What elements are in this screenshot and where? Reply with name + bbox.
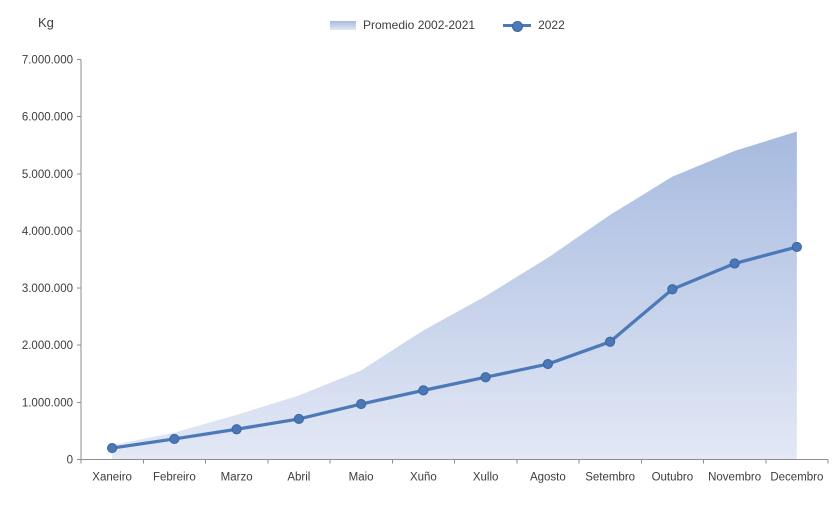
data-point-agosto [542,358,553,370]
marker-dot-icon [512,20,524,32]
y-tick-label: 7.000.000 [22,55,73,67]
data-point-xullo [480,372,491,383]
data-point-febreiro [169,433,180,445]
y-tick-label: 4.000.000 [22,226,73,238]
y-tick-label: 5.000.000 [22,169,73,181]
data-point-setembro [605,336,616,347]
legend-item-2022: 2022 [503,18,565,32]
y-tick-label: 0 [67,455,73,467]
data-point-xaneiro [107,442,118,454]
promedio-area-series [112,131,797,460]
legend-label-2022: 2022 [538,18,565,32]
x-tick-label: Novembro [708,472,761,484]
data-point-decembro [791,241,802,253]
data-point-outubro [667,284,678,295]
y-tick-label: 1.000.000 [22,397,73,409]
y-axis-title: Kg [38,15,54,30]
x-tick-label: Decembro [770,472,823,484]
x-tick-label: Marzo [221,472,253,484]
x-tick-label: Outubro [652,472,694,484]
legend: Promedio 2002-2021 2022 [330,18,565,32]
data-point-novembro [729,258,740,269]
y-tick-label: 2.000.000 [22,340,73,352]
data-point-maio [356,398,367,410]
legend-item-promedio: Promedio 2002-2021 [330,18,475,32]
x-tick-label: Agosto [530,472,566,484]
x-tick-label: Febreiro [153,472,196,484]
x-tick-label: Abril [287,472,310,484]
x-tick-label: Maio [349,472,374,484]
data-point-abril [293,413,304,425]
line-series-swatch-icon [503,20,532,32]
line-series-2022 [110,245,799,450]
area-series-swatch-icon [330,20,356,30]
x-tick-label: Xaneiro [92,472,132,484]
legend-label-promedio: Promedio 2002-2021 [363,18,476,32]
y-tick-label: 6.000.000 [22,112,73,124]
data-point-xuño [418,385,429,396]
data-point-marzo [231,424,242,435]
x-tick-label: Xullo [473,472,499,484]
y-tick-label: 3.000.000 [22,283,73,295]
x-tick-label: Xuño [410,472,437,484]
x-tick-label: Setembro [585,472,635,484]
